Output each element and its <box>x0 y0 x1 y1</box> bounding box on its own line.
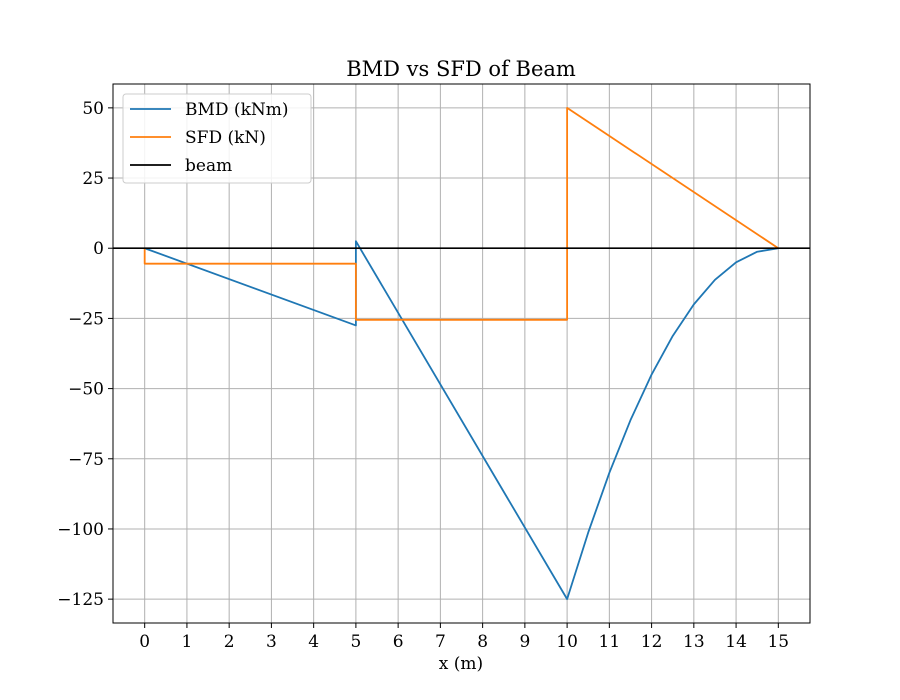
x-tick-label: 0 <box>139 632 150 652</box>
x-tick-label: 10 <box>556 632 578 652</box>
chart-title: BMD vs SFD of Beam <box>346 57 576 81</box>
legend-box <box>122 93 312 184</box>
plot-frame <box>112 83 811 624</box>
y-tick-label: 0 <box>93 239 104 259</box>
legend-label: BMD (kNm) <box>185 100 289 120</box>
x-tick-label: 6 <box>393 632 404 652</box>
series-line-bmd-knm <box>144 240 779 601</box>
x-tick-label: 9 <box>519 632 530 652</box>
x-tick-label: 1 <box>182 632 193 652</box>
y-tick-label: −50 <box>68 380 104 400</box>
x-tick-label: 12 <box>641 632 663 652</box>
ticks: 0 1 2 3 4 5 6 7 8 9 10 11 12 13 14 1550250−25−50−75−100… <box>57 99 789 652</box>
x-tick-label: 4 <box>308 632 319 652</box>
y-tick-label: −25 <box>68 309 104 329</box>
y-tick-label: −100 <box>57 520 104 540</box>
y-tick-label: 25 <box>82 169 104 189</box>
y-tick-label: 50 <box>82 99 104 119</box>
y-tick-label: −125 <box>57 590 104 610</box>
x-tick-label: 3 <box>266 632 277 652</box>
x-axis-label: x (m) <box>439 654 483 674</box>
x-tick-label: 14 <box>725 632 747 652</box>
series-layer <box>113 106 810 601</box>
legend: BMD (kNm) SFD (kN) beam <box>122 93 312 184</box>
x-tick-label: 8 <box>477 632 488 652</box>
series-line-sfd-kn <box>143 106 779 321</box>
x-tick-label: 13 <box>683 632 705 652</box>
x-tick-label: 2 <box>224 632 235 652</box>
legend-label: SFD (kN) <box>185 128 266 148</box>
y-tick-label: −75 <box>68 450 104 470</box>
x-tick-label: 15 <box>767 632 789 652</box>
x-tick-label: 7 <box>435 632 446 652</box>
x-tick-label: 5 <box>350 632 361 652</box>
legend-label: beam <box>185 156 232 176</box>
x-tick-label: 11 <box>599 632 621 652</box>
